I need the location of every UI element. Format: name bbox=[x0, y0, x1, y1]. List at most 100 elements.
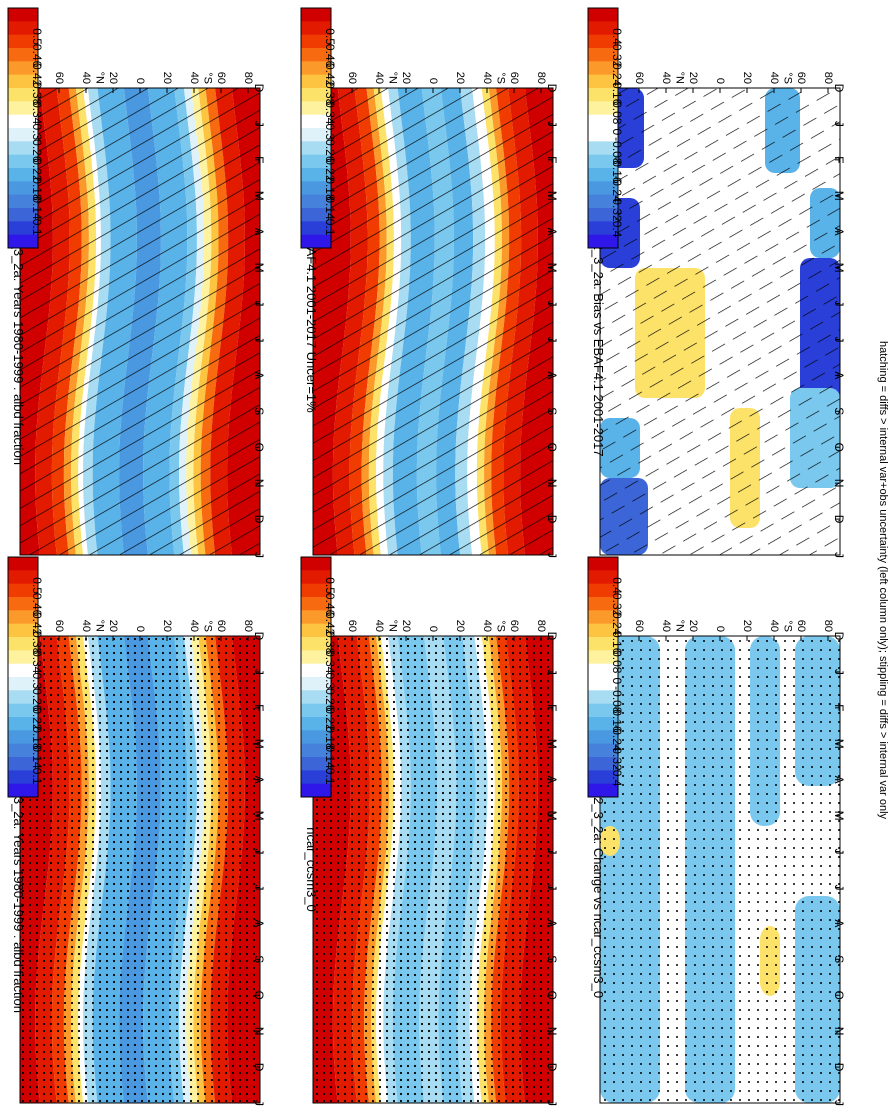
colorbar-tick-label: 0.14 bbox=[30, 196, 44, 220]
significance-stippling bbox=[313, 636, 553, 1103]
colorbar-swatch bbox=[301, 221, 331, 236]
lat-tick-label: 0 bbox=[427, 626, 439, 632]
colorbar-swatch bbox=[588, 114, 618, 129]
colorbar-tick-label: 0.22 bbox=[323, 707, 337, 731]
lat-tick-label: 60 bbox=[795, 72, 807, 84]
colorbar-swatch bbox=[301, 557, 331, 571]
month-tick-label: F bbox=[832, 156, 846, 163]
month-tick-label: N bbox=[545, 1027, 559, 1036]
month-tick-label: D bbox=[545, 515, 559, 524]
hemisphere-label: °N bbox=[387, 72, 399, 84]
month-tick-label: J bbox=[832, 121, 846, 127]
colorbar-swatch bbox=[8, 730, 38, 745]
lat-tick-label: 0 bbox=[134, 78, 146, 84]
hemisphere-label: °S bbox=[202, 620, 214, 632]
colorbar-swatch bbox=[588, 21, 618, 36]
colorbar-swatch bbox=[588, 88, 618, 102]
month-tick-label: O bbox=[832, 991, 846, 1000]
colorbar-tick-label: 0 bbox=[610, 677, 624, 684]
colorbar-swatch bbox=[8, 208, 38, 222]
colorbar-tick-label: 0.5 bbox=[30, 577, 44, 594]
hemisphere-label: °N bbox=[387, 620, 399, 632]
colorbar-tick-label: -0.4 bbox=[610, 217, 624, 238]
month-tick-label: F bbox=[545, 704, 559, 711]
colorbar-tick-label: 0.32 bbox=[610, 44, 624, 68]
colorbar-tick-label: 0.3 bbox=[323, 672, 337, 689]
colorbar-swatch bbox=[301, 783, 331, 798]
month-tick-label: J bbox=[545, 336, 559, 342]
colorbar-tick-label: -0.4 bbox=[610, 766, 624, 787]
lat-tick-label: 40 bbox=[80, 72, 92, 84]
lat-tick-label: 20 bbox=[161, 72, 173, 84]
hemisphere-label: °S bbox=[782, 620, 794, 632]
colorbar-tick-label: 0.14 bbox=[323, 196, 337, 220]
lat-tick-label: 40 bbox=[768, 72, 780, 84]
colorbar-tick-label: 0.46 bbox=[30, 44, 44, 68]
lat-tick-label: 40 bbox=[188, 620, 200, 632]
colorbar-tick-label: -0.32 bbox=[610, 743, 624, 771]
month-tick-label: A bbox=[545, 371, 559, 379]
colorbar-swatch bbox=[301, 703, 331, 718]
colorbar-swatch bbox=[301, 234, 331, 249]
colorbar-swatch bbox=[8, 623, 38, 638]
lat-tick-label: 40 bbox=[768, 620, 780, 632]
month-tick-label: D bbox=[545, 1063, 559, 1072]
colorbar-swatch bbox=[301, 663, 331, 678]
month-tick-label: J bbox=[832, 1100, 846, 1106]
colorbar-tick-label: 0.16 bbox=[610, 82, 624, 106]
month-tick-label: M bbox=[252, 739, 266, 749]
month-tick-label: M bbox=[832, 263, 846, 273]
colorbar-swatch bbox=[8, 194, 38, 209]
month-tick-label: J bbox=[252, 884, 266, 890]
colorbar-mri_abs_left: 0.50.460.420.380.340.30.260.220.180.140.… bbox=[7, 7, 44, 249]
hemisphere-label: °S bbox=[495, 72, 507, 84]
month-tick-label: A bbox=[832, 919, 846, 927]
month-tick-label: S bbox=[832, 955, 846, 963]
colorbar-tick-label: 0.34 bbox=[323, 650, 337, 674]
month-tick-label: O bbox=[545, 991, 559, 1000]
colorbar-swatch bbox=[588, 610, 618, 625]
heatmap-bias bbox=[600, 88, 840, 555]
colorbar-tick-label: 0.4 bbox=[610, 28, 624, 45]
hemisphere-label: °N bbox=[674, 72, 686, 84]
colorbar-swatch bbox=[588, 34, 618, 49]
lat-tick-label: 20 bbox=[454, 72, 466, 84]
colorbar-swatch bbox=[8, 597, 38, 611]
colorbar-swatch bbox=[588, 48, 618, 62]
colorbar-swatch bbox=[588, 783, 618, 798]
colorbar-tick-label: 0.24 bbox=[610, 612, 624, 636]
colorbar-swatch bbox=[8, 8, 38, 22]
significance-stippling bbox=[600, 636, 840, 1103]
colorbar-swatch bbox=[8, 663, 38, 678]
month-tick-label: J bbox=[252, 669, 266, 675]
lat-tick-label: 60 bbox=[633, 72, 645, 84]
lat-tick-label: 60 bbox=[53, 72, 65, 84]
colorbar-tick-label: 0.26 bbox=[323, 139, 337, 163]
colorbar-swatch bbox=[588, 690, 618, 705]
significance-hatching bbox=[313, 88, 553, 555]
month-tick-label: J bbox=[252, 849, 266, 855]
colorbar-swatch bbox=[301, 583, 331, 598]
colorbar-frame bbox=[587, 7, 619, 249]
colorbar-tick-label: 0.5 bbox=[323, 28, 337, 45]
month-tick-label: O bbox=[252, 991, 266, 1000]
lat-tick-label: 40 bbox=[188, 72, 200, 84]
colorbar-swatch bbox=[588, 74, 618, 89]
colorbar-swatch bbox=[8, 234, 38, 249]
colorbar-swatch bbox=[301, 141, 331, 156]
colorbar-swatch bbox=[588, 208, 618, 222]
colorbar-tick-label: 0.42 bbox=[323, 612, 337, 636]
colorbar-frame bbox=[7, 556, 39, 798]
month-tick-label: M bbox=[832, 739, 846, 749]
heatmap-change bbox=[600, 636, 840, 1103]
colorbar-swatch bbox=[301, 74, 331, 89]
month-tick-label: J bbox=[832, 669, 846, 675]
month-tick-label: N bbox=[832, 1027, 846, 1036]
colorbar-swatch bbox=[301, 101, 331, 116]
lat-tick-label: 20 bbox=[687, 620, 699, 632]
colorbar-swatch bbox=[588, 128, 618, 142]
colorbar-swatch bbox=[588, 194, 618, 209]
colorbar-swatch bbox=[588, 234, 618, 249]
footnote-text: hatching = diffs > internal var+obs unce… bbox=[877, 341, 889, 820]
colorbar-swatch bbox=[8, 34, 38, 49]
